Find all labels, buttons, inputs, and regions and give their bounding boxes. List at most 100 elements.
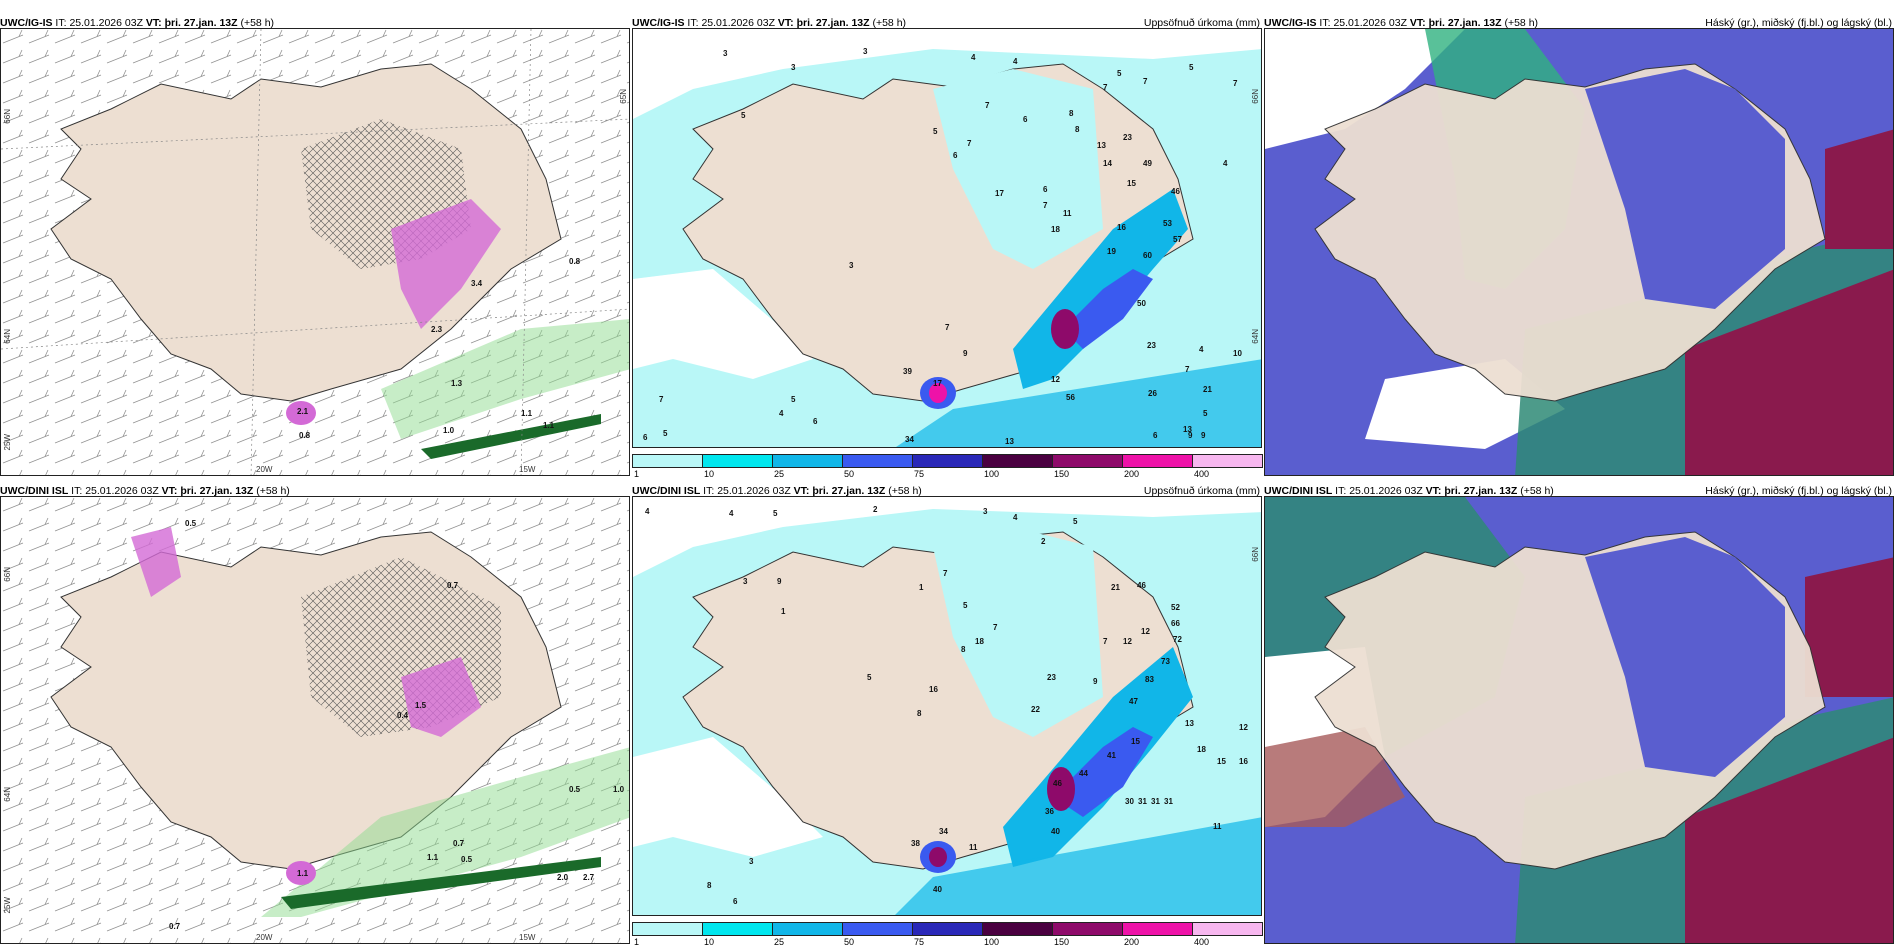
value-label: 3 [983, 507, 988, 516]
value-label: 31 [1138, 797, 1147, 806]
colorbar-tick: 200 [1124, 469, 1140, 479]
value-label: 7 [993, 623, 998, 632]
value-label: 5 [1073, 517, 1078, 526]
value-label: 56 [1066, 393, 1075, 402]
value-label: 3 [863, 47, 868, 56]
lat-label: 66N [1251, 89, 1260, 104]
value-label: 1.1 [521, 409, 533, 418]
colorbar-swatch [632, 922, 703, 936]
colorbar-swatch [1052, 922, 1123, 936]
cloud-over-land [1585, 537, 1785, 777]
high-cloud [1265, 727, 1405, 827]
value-label: 5 [1189, 63, 1194, 72]
value-label: 18 [975, 637, 984, 646]
value-label: 1.1 [297, 869, 309, 878]
precip-core [1063, 269, 1153, 349]
value-label: 16 [1239, 757, 1248, 766]
colorbar-swatch [1122, 454, 1193, 468]
value-label: 0.7 [453, 839, 465, 848]
lat-label: 66N [3, 109, 12, 124]
value-label: 7 [967, 139, 972, 148]
precip-map-svg [633, 497, 1261, 915]
value-label: 9 [1201, 431, 1206, 440]
panel-header: UWC/DINI ISL IT: 25.01.2026 03Z VT: þri.… [0, 485, 290, 497]
precip-sea [895, 817, 1261, 915]
value-label: 2 [1041, 537, 1046, 546]
value-label: 6 [733, 897, 738, 906]
value-label: 5 [1203, 409, 1208, 418]
value-label: 0.7 [169, 922, 181, 931]
colorbar-swatch [982, 454, 1053, 468]
precip-dark-green [421, 414, 601, 459]
precip-light-area [933, 527, 1103, 737]
value-label: 44 [1079, 769, 1088, 778]
value-label: 1.1 [427, 853, 439, 862]
value-label: 53 [1163, 219, 1172, 228]
value-label: 38 [911, 839, 920, 848]
precip-green [261, 747, 629, 917]
colorbar-tick: 25 [774, 937, 785, 947]
value-label: 12 [1141, 627, 1150, 636]
colorbar: 1 10 25 50 75 100 150 200 400 [632, 922, 1263, 950]
value-label: 34 [939, 827, 948, 836]
value-label: 0.4 [397, 711, 409, 720]
colorbar-tick: 1 [634, 937, 640, 947]
panel-header: UWC/IG-IS IT: 25.01.2026 03Z VT: þri. 27… [0, 17, 275, 29]
value-label: 5 [773, 509, 778, 518]
value-label: 46 [1171, 187, 1180, 196]
value-label: 9 [1093, 677, 1098, 686]
value-label: 12 [1051, 375, 1060, 384]
value-label: 47 [1129, 697, 1138, 706]
value-label: 83 [1145, 675, 1154, 684]
lon-label: 25W [3, 434, 12, 451]
value-label: 8 [1069, 109, 1074, 118]
colorbar-swatch [912, 454, 983, 468]
colorbar-tick: 1 [634, 469, 640, 479]
value-label: 4 [729, 509, 734, 518]
value-label: 14 [1103, 159, 1112, 168]
value-label: 66 [1171, 619, 1180, 628]
value-label: 13 [1183, 425, 1192, 434]
value-label: 7 [1143, 77, 1148, 86]
high-cloud [1825, 129, 1893, 249]
value-label: 39 [903, 367, 912, 376]
value-label: 2.3 [431, 325, 443, 334]
colorbar-tick: 25 [774, 469, 785, 479]
colorbar-swatch [632, 454, 703, 468]
colorbar-tick: 50 [844, 469, 855, 479]
value-label: 1.0 [443, 426, 455, 435]
value-label: 11 [1063, 209, 1072, 218]
value-label: 0.8 [299, 431, 311, 440]
value-label: 5 [663, 429, 668, 438]
precip-max [1047, 767, 1075, 811]
value-label: 6 [1153, 431, 1158, 440]
colorbar-swatch [1122, 922, 1193, 936]
value-label: 2 [873, 505, 878, 514]
value-label: 3.4 [471, 279, 483, 288]
panel-header: UWC/DINI ISL IT: 25.01.2026 03Z VT: þri.… [632, 485, 1260, 497]
value-label: 18 [1051, 225, 1060, 234]
value-label: 31 [1151, 797, 1160, 806]
value-label: 40 [1051, 827, 1060, 836]
panel-wind-precip-row2: UWC/DINI ISL IT: 25.01.2026 03Z VT: þri.… [0, 480, 630, 950]
colorbar-swatch [1052, 454, 1123, 468]
value-label: 1.1 [543, 421, 555, 430]
value-label: 8 [707, 881, 712, 890]
panel-header: UWC/IG-IS IT: 25.01.2026 03Z VT: þri. 27… [1264, 17, 1892, 29]
precip-pink [391, 199, 501, 329]
colorbar-swatch [842, 454, 913, 468]
cloud-map-svg [1265, 497, 1893, 943]
panel-clouds-row1: UWC/IG-IS IT: 25.01.2026 03Z VT: þri. 27… [1264, 12, 1894, 482]
colorbar-tick: 10 [704, 937, 715, 947]
value-label: 5 [791, 395, 796, 404]
value-label: 4 [1199, 345, 1204, 354]
value-label: 49 [1143, 159, 1152, 168]
value-label: 12 [1239, 723, 1248, 732]
value-label: 73 [1161, 657, 1170, 666]
colorbar-tick: 200 [1124, 937, 1140, 947]
value-label: 7 [1233, 79, 1238, 88]
value-label: 0.5 [185, 519, 197, 528]
value-label: 6 [643, 433, 648, 442]
value-label: 1 [781, 607, 786, 616]
value-label: 7 [1103, 637, 1108, 646]
